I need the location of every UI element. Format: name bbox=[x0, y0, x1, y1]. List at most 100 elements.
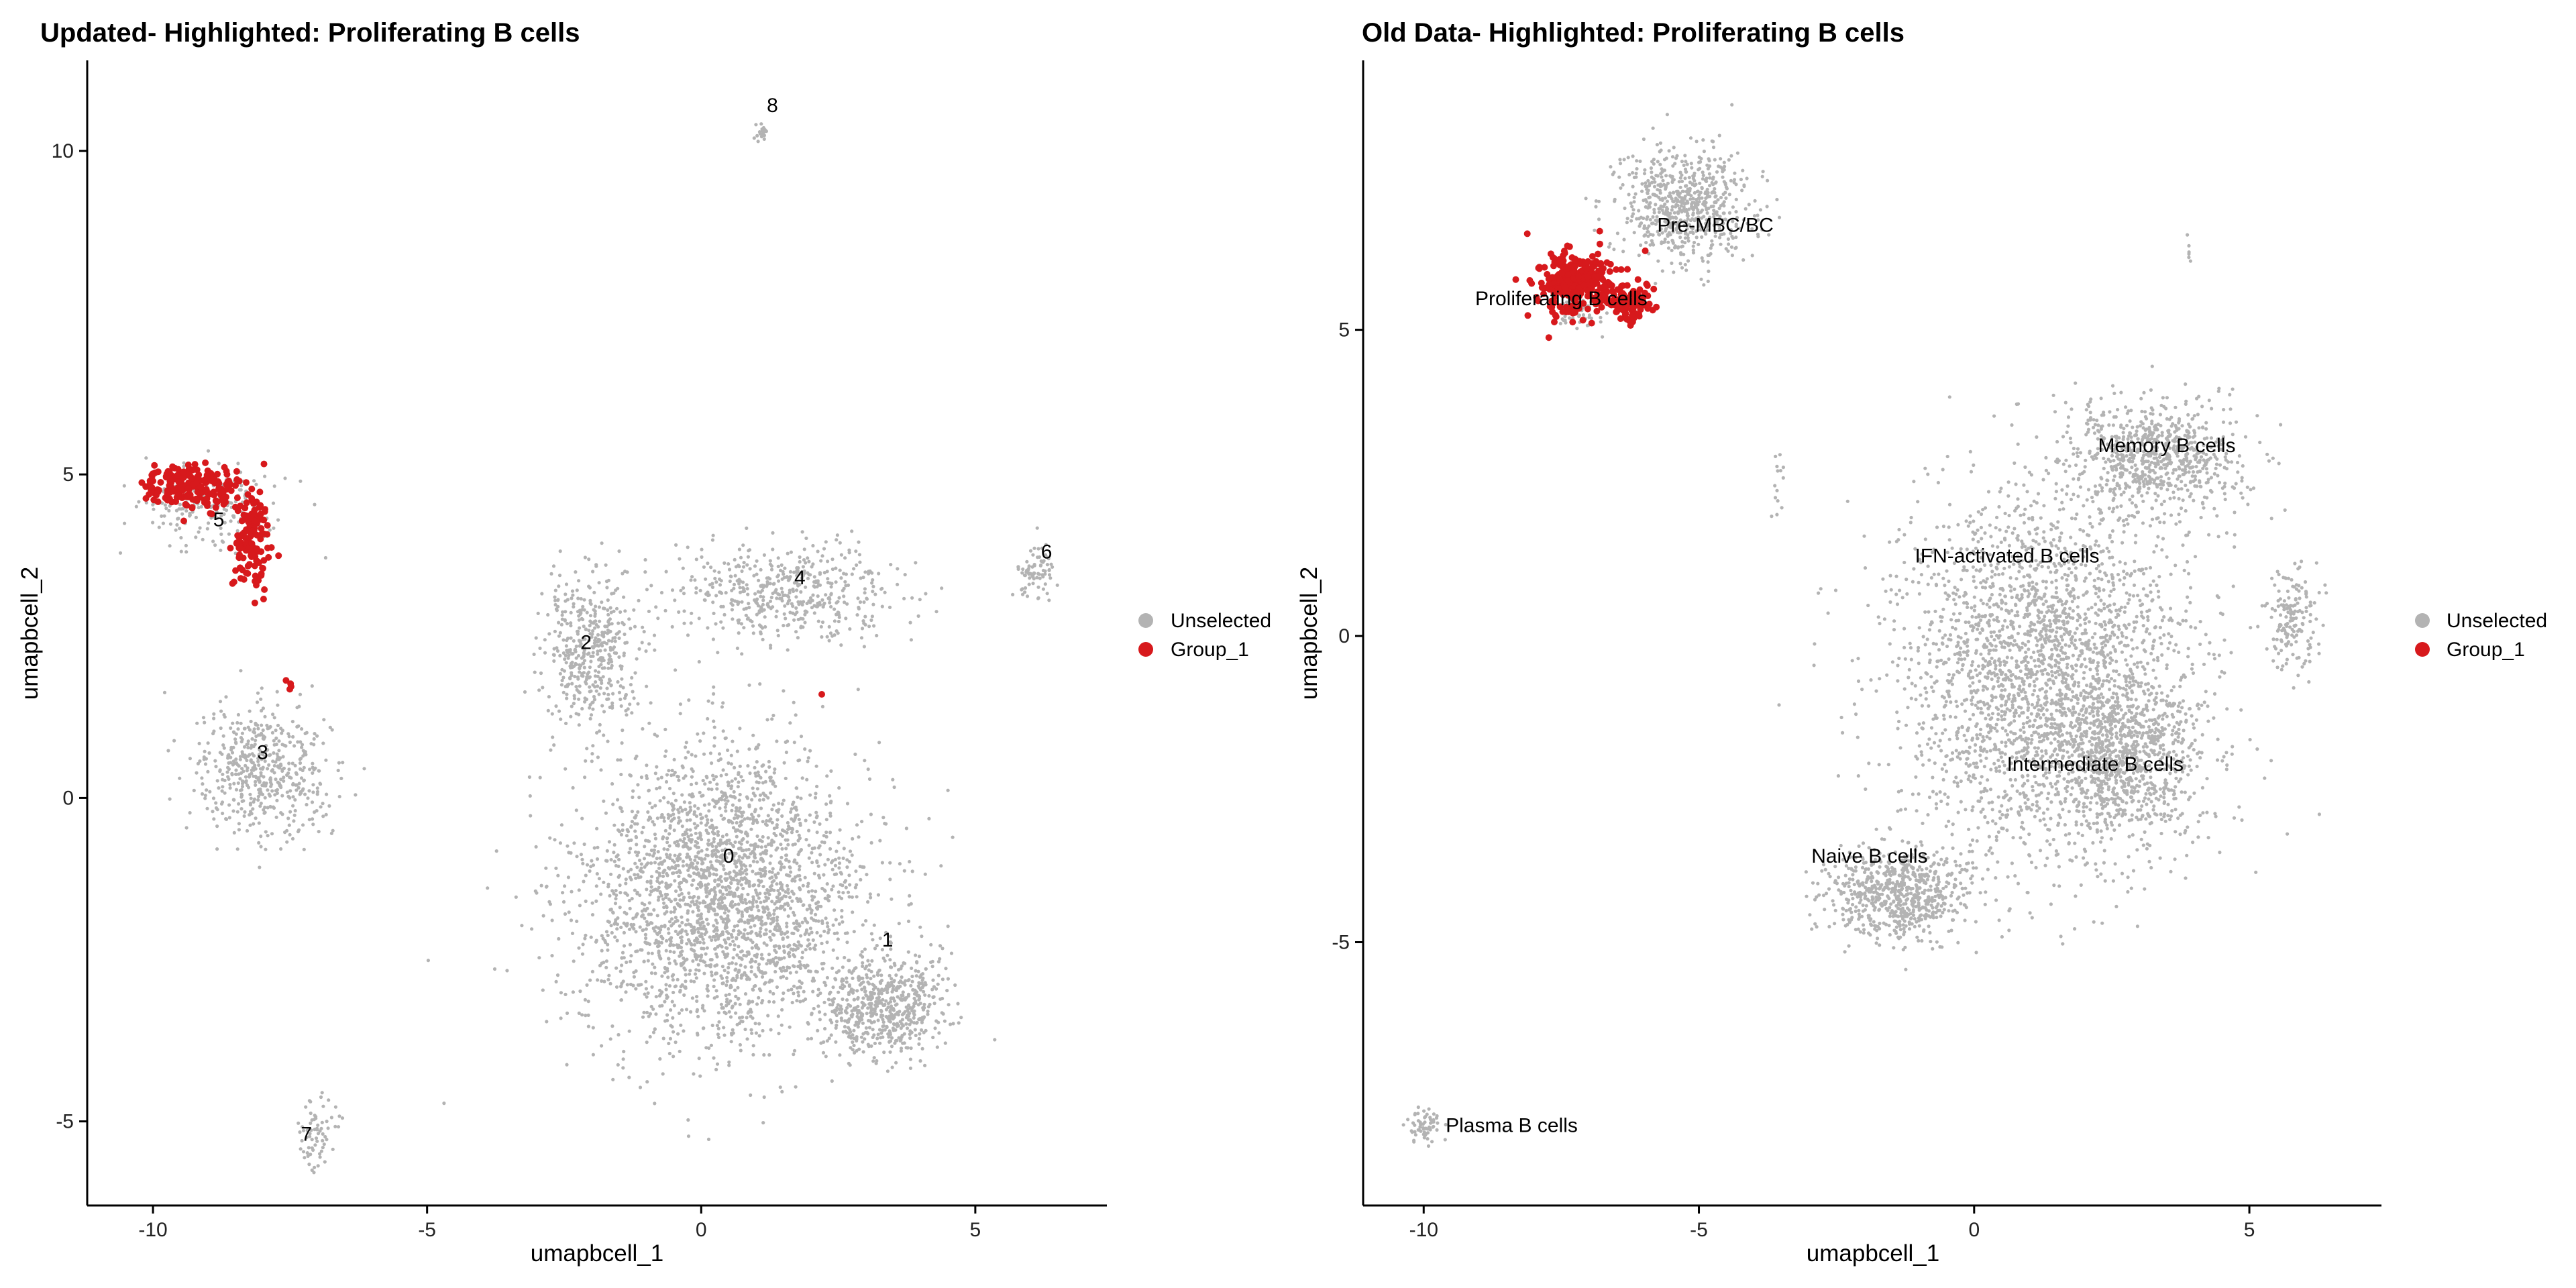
point-unselected bbox=[922, 989, 926, 994]
point-unselected bbox=[796, 600, 800, 604]
point-unselected bbox=[910, 869, 914, 873]
point-unselected bbox=[847, 959, 851, 963]
point-unselected bbox=[825, 921, 829, 925]
point-unselected bbox=[755, 900, 759, 904]
point-unselected bbox=[686, 750, 690, 754]
point-unselected bbox=[768, 989, 772, 994]
point-unselected bbox=[764, 899, 768, 903]
point-unselected bbox=[847, 1031, 851, 1035]
point-unselected bbox=[896, 968, 901, 972]
point-unselected bbox=[879, 1036, 883, 1040]
point-unselected bbox=[311, 1148, 315, 1152]
point-unselected bbox=[582, 625, 586, 629]
point-unselected bbox=[751, 850, 755, 854]
point-unselected bbox=[671, 978, 675, 982]
point-unselected bbox=[557, 621, 561, 625]
point-unselected bbox=[804, 561, 808, 565]
point-unselected bbox=[649, 701, 653, 705]
point-unselected bbox=[272, 526, 276, 530]
point-unselected bbox=[573, 674, 577, 679]
point-unselected bbox=[775, 825, 779, 829]
point-unselected bbox=[1041, 587, 1045, 591]
point-unselected bbox=[667, 961, 672, 965]
point-unselected bbox=[294, 772, 299, 776]
point-unselected bbox=[585, 610, 589, 614]
point-unselected bbox=[723, 841, 727, 845]
point-unselected bbox=[621, 572, 625, 576]
point-unselected bbox=[670, 625, 674, 629]
point-unselected bbox=[761, 602, 765, 606]
point-unselected bbox=[943, 1019, 947, 1023]
point-unselected bbox=[906, 1046, 910, 1050]
point-unselected bbox=[657, 895, 661, 900]
point-unselected bbox=[629, 824, 633, 828]
point-unselected bbox=[662, 901, 666, 905]
point-unselected bbox=[318, 782, 322, 786]
point-unselected bbox=[620, 741, 624, 745]
point-unselected bbox=[578, 684, 582, 688]
point-unselected bbox=[758, 880, 762, 884]
point-unselected bbox=[806, 890, 811, 894]
point-unselected bbox=[823, 896, 827, 900]
point-unselected bbox=[867, 981, 871, 986]
point-unselected bbox=[772, 912, 776, 916]
point-unselected bbox=[627, 927, 632, 931]
point-unselected bbox=[751, 859, 755, 863]
point-unselected bbox=[705, 886, 709, 890]
point-unselected bbox=[712, 725, 716, 729]
point-unselected bbox=[645, 906, 649, 910]
point-unselected bbox=[696, 845, 700, 849]
point-unselected bbox=[869, 896, 873, 900]
point-unselected bbox=[606, 598, 610, 602]
point-unselected bbox=[822, 929, 826, 933]
point-unselected bbox=[249, 719, 253, 724]
point-unselected bbox=[815, 784, 819, 788]
point-unselected bbox=[863, 985, 867, 989]
point-unselected bbox=[697, 659, 701, 664]
point-unselected bbox=[889, 563, 893, 567]
point-unselected bbox=[653, 648, 657, 652]
point-unselected bbox=[881, 1020, 885, 1024]
point-unselected bbox=[683, 968, 687, 972]
point-unselected bbox=[908, 621, 912, 625]
point-unselected bbox=[572, 841, 576, 845]
point-unselected bbox=[647, 721, 651, 725]
point-unselected bbox=[700, 816, 704, 820]
point-unselected bbox=[742, 934, 746, 938]
point-unselected bbox=[318, 1155, 322, 1159]
point-unselected bbox=[1020, 571, 1024, 575]
point-unselected bbox=[722, 867, 726, 871]
point-unselected bbox=[808, 793, 812, 797]
point-unselected bbox=[569, 714, 573, 718]
point-unselected bbox=[667, 897, 671, 901]
point-unselected bbox=[676, 844, 680, 848]
point-unselected bbox=[661, 897, 665, 901]
point-unselected bbox=[888, 877, 892, 881]
point-unselected bbox=[786, 888, 790, 892]
point-unselected bbox=[227, 816, 231, 820]
point-unselected bbox=[208, 790, 212, 794]
point-unselected bbox=[830, 582, 834, 586]
point-unselected bbox=[653, 929, 657, 933]
point-unselected bbox=[616, 1032, 621, 1037]
point-unselected bbox=[684, 756, 688, 760]
point-unselected bbox=[303, 751, 307, 755]
point-unselected bbox=[688, 895, 692, 900]
point-unselected bbox=[589, 659, 593, 663]
point-unselected bbox=[599, 892, 603, 896]
point-unselected bbox=[686, 909, 690, 913]
point-unselected bbox=[923, 993, 927, 997]
point-unselected bbox=[556, 873, 560, 877]
point-unselected bbox=[212, 716, 216, 720]
point-unselected bbox=[788, 588, 792, 592]
point-unselected bbox=[740, 910, 744, 914]
point-unselected bbox=[761, 1121, 765, 1125]
point-unselected bbox=[587, 651, 591, 655]
point-unselected bbox=[863, 570, 867, 574]
point-unselected bbox=[782, 956, 786, 960]
point-unselected bbox=[653, 971, 657, 975]
point-unselected bbox=[668, 943, 672, 947]
point-unselected bbox=[321, 814, 325, 818]
point-unselected bbox=[244, 763, 248, 767]
point-unselected bbox=[788, 591, 792, 595]
